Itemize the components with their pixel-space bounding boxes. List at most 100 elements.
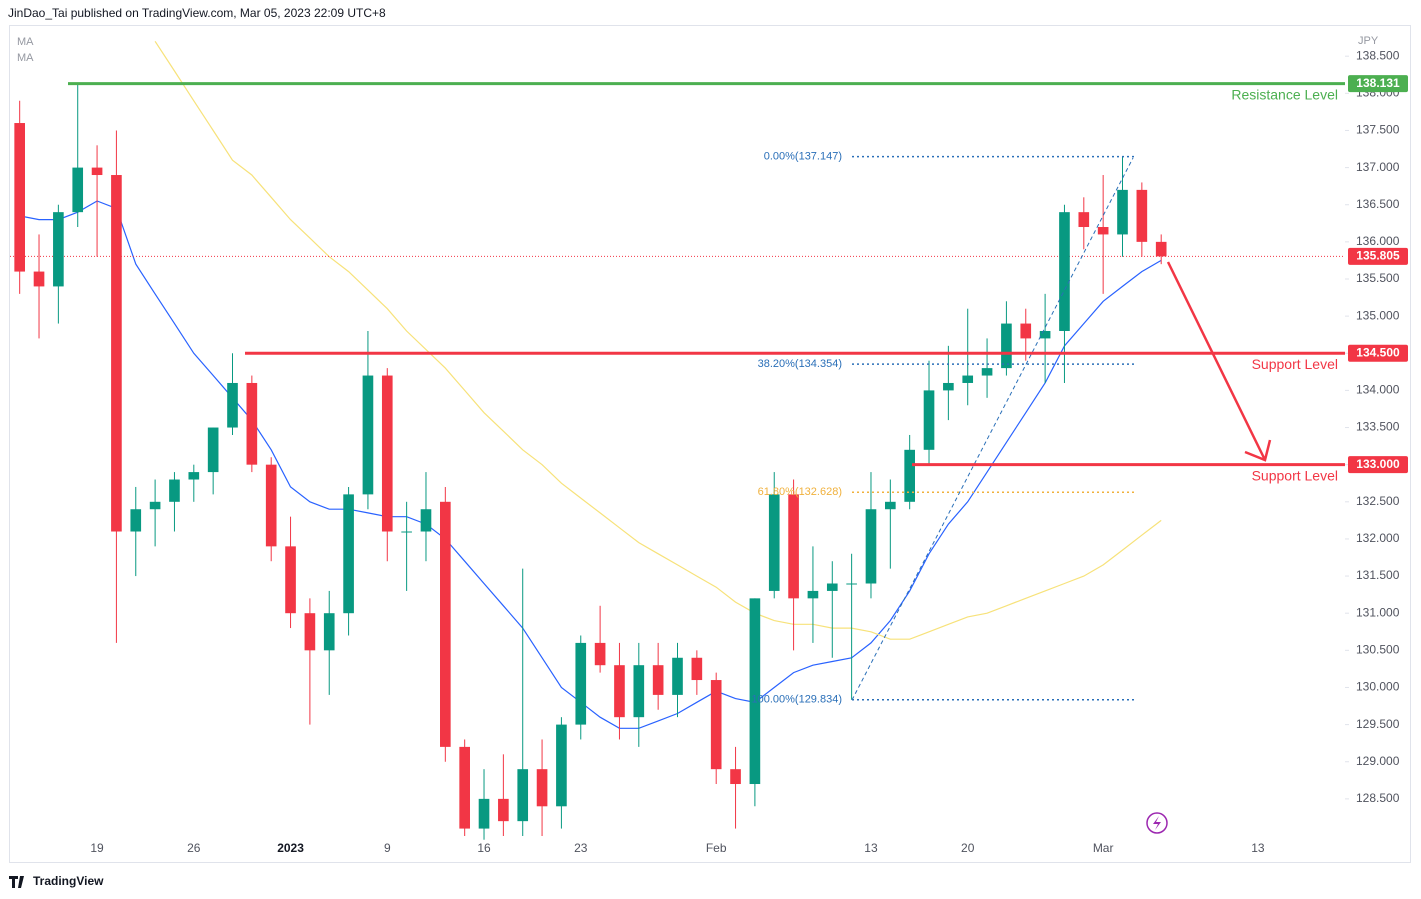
candle-body xyxy=(1136,189,1148,242)
candle-body xyxy=(72,167,84,213)
legend-entry: MA xyxy=(17,36,34,48)
candle-body xyxy=(304,613,316,651)
price-badge xyxy=(1348,344,1408,362)
y-tick-label: 137.000 xyxy=(1356,160,1400,174)
candle-body xyxy=(478,798,490,829)
x-tick-label: 2023 xyxy=(277,841,304,855)
candle-body xyxy=(749,598,761,785)
candle-body xyxy=(904,449,915,502)
plot xyxy=(10,40,1345,840)
candle-body xyxy=(633,665,645,718)
candle-body xyxy=(440,501,451,747)
candle-body xyxy=(130,509,142,532)
candle-body xyxy=(943,382,954,391)
candle-body xyxy=(498,798,509,822)
candle-body xyxy=(885,501,896,510)
y-tick-label: 134.000 xyxy=(1356,383,1400,397)
level-label: Support Level xyxy=(1252,467,1338,483)
x-tick-label: 19 xyxy=(90,841,104,855)
candle-body xyxy=(923,390,935,450)
ma-line xyxy=(154,40,1162,640)
candle-body xyxy=(768,494,780,591)
chart-frame xyxy=(9,25,1411,863)
y-tick-label: 131.000 xyxy=(1356,605,1400,619)
candle-body xyxy=(1155,241,1167,257)
candle-body xyxy=(188,472,200,480)
x-tick-label: 23 xyxy=(574,841,588,855)
candle-body xyxy=(1117,189,1128,235)
candle-body xyxy=(1059,212,1070,331)
candle-body xyxy=(265,464,277,547)
candle-body xyxy=(246,382,258,465)
alert-icon[interactable] xyxy=(1146,812,1168,834)
candle-body xyxy=(846,583,857,585)
x-tick-label: 26 xyxy=(187,841,201,855)
candle-body xyxy=(788,494,799,599)
candle-body xyxy=(33,271,45,287)
forecast-arrow xyxy=(1166,261,1272,462)
price-axis: 128.500 129.000 129.500 130.000 130.500 131.0… xyxy=(90,48,1399,855)
y-tick-label: 135.500 xyxy=(1356,271,1400,285)
candle-body xyxy=(962,375,974,383)
candle-body xyxy=(227,382,238,428)
candle-body xyxy=(594,642,606,666)
currency: JPY xyxy=(1358,35,1379,47)
candle-body xyxy=(323,613,335,651)
y-tick-label: 138.500 xyxy=(1356,48,1400,62)
price-badge-label: 138.131 xyxy=(1356,76,1400,90)
candle-body xyxy=(169,479,180,502)
x-tick-label: 13 xyxy=(1251,841,1265,855)
candle-body xyxy=(285,546,296,614)
y-tick-label: 135.000 xyxy=(1356,308,1400,322)
candle-body xyxy=(53,212,64,287)
candle-body xyxy=(826,583,838,591)
candle-body xyxy=(652,665,664,695)
candle-body xyxy=(420,509,432,532)
price-badge xyxy=(1348,456,1408,474)
candle-body xyxy=(149,501,161,510)
candle-body xyxy=(691,657,703,681)
candle-body xyxy=(14,123,25,272)
candle-body xyxy=(207,427,219,473)
y-tick-label: 132.500 xyxy=(1356,494,1400,508)
candle-body xyxy=(556,724,567,807)
x-tick-label: 13 xyxy=(864,841,878,855)
y-tick-label: 136.000 xyxy=(1356,234,1400,248)
fib-trend-line xyxy=(851,157,1134,701)
fib-label: 61.80%(132.628) xyxy=(758,486,842,498)
x-tick-label: 9 xyxy=(384,841,391,855)
price-badge-label: 134.500 xyxy=(1356,345,1400,359)
alert-bolt xyxy=(1153,816,1161,830)
candle-body xyxy=(381,375,393,532)
candle-body xyxy=(459,746,470,829)
candle-body xyxy=(1097,227,1109,235)
y-tick-label: 133.500 xyxy=(1356,420,1400,434)
candle-body xyxy=(575,642,587,725)
y-tick-label: 129.500 xyxy=(1356,717,1400,731)
candle-body xyxy=(401,531,412,533)
candle-body xyxy=(517,769,529,822)
candle-body xyxy=(91,167,103,176)
candle-body xyxy=(730,769,741,785)
price-badge-label: 133.000 xyxy=(1356,457,1400,471)
ma-line xyxy=(19,200,1162,729)
header: JinDao_Tai published on TradingView.com,… xyxy=(8,6,386,20)
y-tick-label: 131.500 xyxy=(1356,568,1400,582)
x-tick-label: 20 xyxy=(961,841,975,855)
brand-logo xyxy=(9,876,24,888)
price-badge xyxy=(1348,247,1408,265)
y-tick-label: 137.500 xyxy=(1356,123,1400,137)
candle-body xyxy=(536,769,548,807)
candle-body xyxy=(807,590,819,599)
candle-body xyxy=(981,368,993,376)
candle-body xyxy=(865,509,877,584)
price-badge-label: 135.805 xyxy=(1356,249,1400,263)
candle-body xyxy=(1020,323,1032,339)
level-label: Support Level xyxy=(1252,356,1338,372)
y-tick-label: 128.500 xyxy=(1356,791,1400,805)
fib-label: 38.20%(134.354) xyxy=(758,358,842,370)
x-tick-label: 16 xyxy=(477,841,491,855)
candle-body xyxy=(362,375,374,495)
fib-label: 100.00%(129.834) xyxy=(751,694,842,706)
